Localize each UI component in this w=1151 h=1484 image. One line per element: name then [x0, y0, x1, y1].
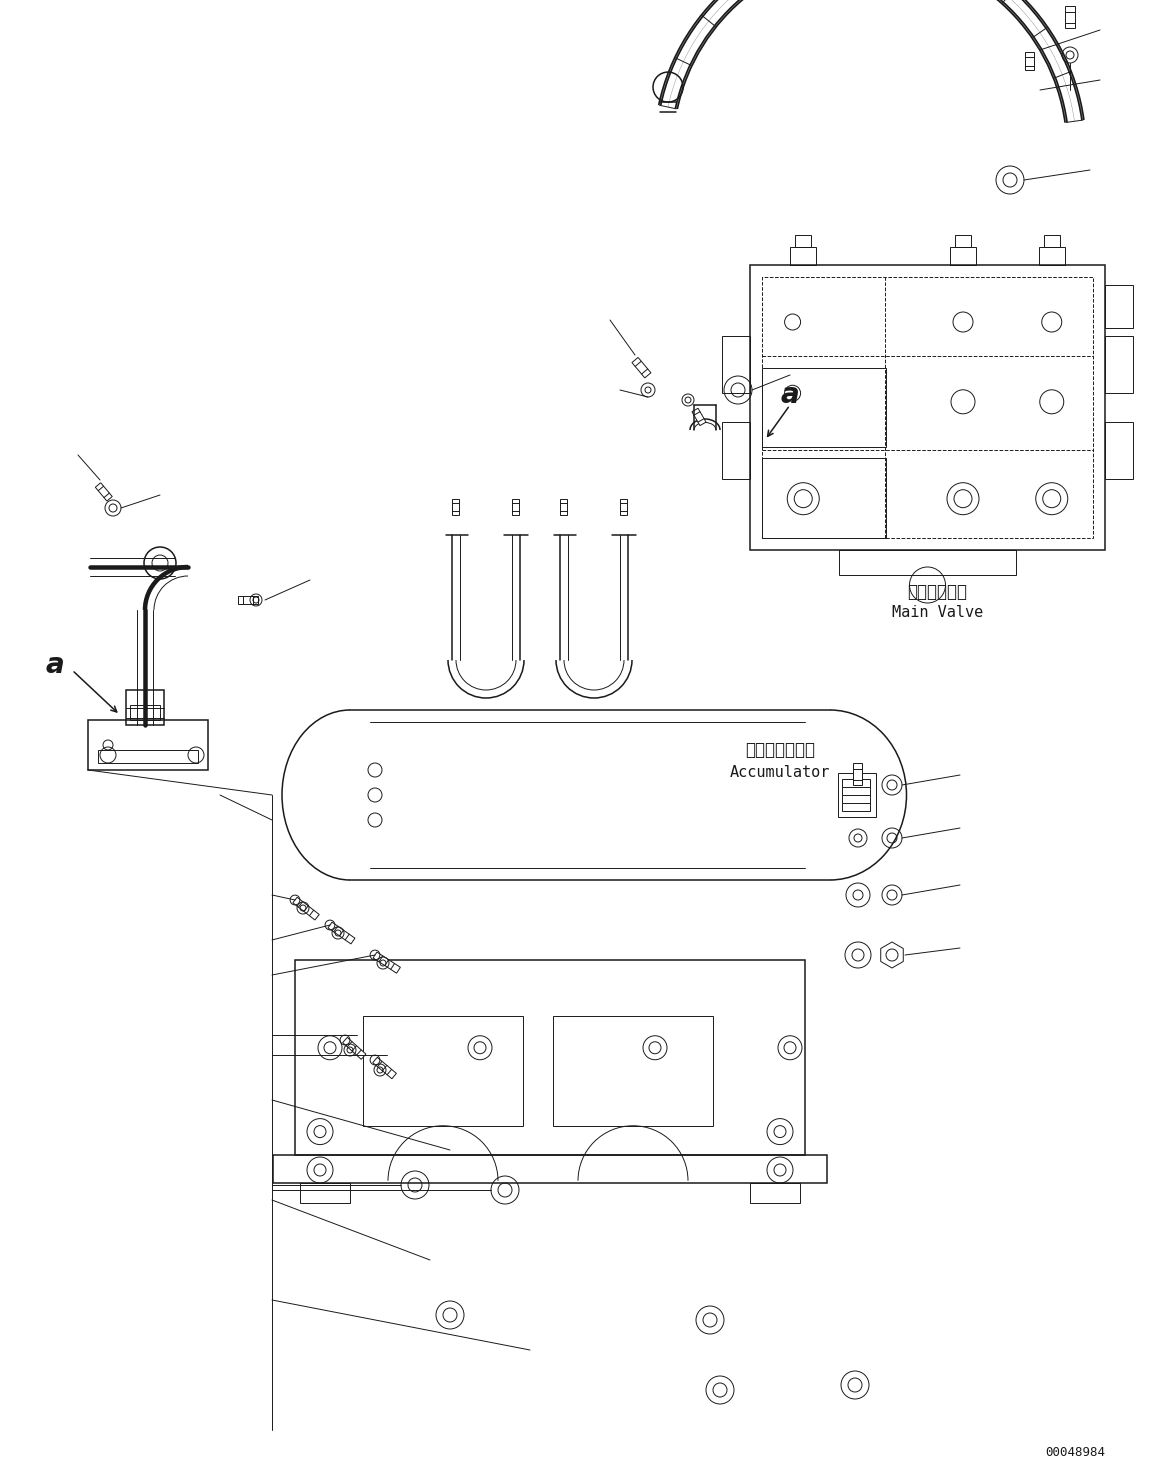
Bar — [552, 1015, 712, 1126]
Bar — [750, 266, 1105, 551]
Polygon shape — [620, 499, 627, 515]
Polygon shape — [328, 922, 355, 944]
Bar — [762, 459, 886, 539]
Bar — [125, 690, 163, 726]
Bar — [839, 551, 1016, 574]
Bar — [795, 234, 811, 246]
Bar — [1038, 246, 1065, 266]
Bar — [750, 1183, 800, 1204]
Text: メインバルブ: メインバルブ — [907, 583, 968, 601]
Bar — [1105, 337, 1133, 393]
Bar — [762, 278, 1093, 539]
Bar — [955, 234, 971, 246]
Polygon shape — [96, 482, 113, 502]
Text: Main Valve: Main Valve — [892, 604, 983, 619]
Bar — [295, 960, 805, 1155]
Polygon shape — [373, 1057, 396, 1079]
Bar — [722, 337, 750, 393]
Text: a: a — [780, 381, 800, 410]
Polygon shape — [343, 1037, 366, 1060]
Polygon shape — [561, 499, 567, 515]
Text: アキュムレータ: アキュムレータ — [745, 741, 815, 758]
Polygon shape — [632, 358, 651, 378]
Bar — [363, 1015, 523, 1126]
Polygon shape — [452, 499, 459, 515]
Bar — [98, 749, 198, 763]
Text: Accumulator: Accumulator — [730, 764, 830, 779]
Bar — [300, 1183, 350, 1204]
Bar — [762, 368, 886, 447]
Text: 00048984: 00048984 — [1045, 1445, 1105, 1459]
Polygon shape — [1026, 52, 1035, 70]
Polygon shape — [238, 597, 258, 604]
Polygon shape — [1065, 6, 1075, 28]
Bar — [791, 246, 816, 266]
Polygon shape — [512, 499, 519, 515]
Bar — [838, 773, 876, 818]
Bar — [722, 421, 750, 479]
Bar — [1105, 285, 1133, 328]
Bar — [130, 705, 160, 720]
Polygon shape — [881, 942, 904, 968]
Bar — [87, 720, 208, 770]
Bar — [843, 779, 870, 810]
Polygon shape — [854, 763, 862, 785]
Polygon shape — [373, 953, 401, 974]
Text: a: a — [46, 651, 64, 680]
Polygon shape — [292, 898, 319, 920]
Bar — [1105, 421, 1133, 479]
Bar — [1044, 234, 1060, 246]
Bar — [950, 246, 976, 266]
Polygon shape — [692, 408, 706, 426]
Bar — [273, 1155, 828, 1183]
